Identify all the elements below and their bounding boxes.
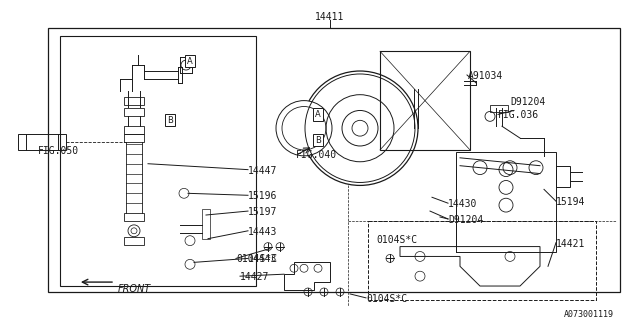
Text: D91204: D91204 bbox=[510, 97, 545, 107]
Text: B: B bbox=[315, 136, 321, 145]
Bar bbox=[18, 134, 66, 150]
Text: 15197: 15197 bbox=[248, 207, 277, 217]
Text: FRONT: FRONT bbox=[118, 284, 151, 294]
Bar bbox=[124, 213, 144, 221]
Bar bbox=[124, 237, 144, 244]
Bar bbox=[124, 134, 144, 142]
Text: 14447: 14447 bbox=[248, 166, 277, 176]
Circle shape bbox=[276, 100, 332, 156]
Text: 14421: 14421 bbox=[556, 239, 586, 249]
Text: 0104S*C: 0104S*C bbox=[366, 294, 407, 304]
Bar bbox=[490, 105, 508, 112]
Bar bbox=[124, 97, 144, 105]
Text: FIG.036: FIG.036 bbox=[498, 110, 539, 120]
Bar bbox=[456, 152, 556, 252]
Circle shape bbox=[302, 71, 418, 185]
Text: A: A bbox=[187, 57, 193, 66]
Text: D91204: D91204 bbox=[448, 215, 483, 225]
Text: 0104S*C: 0104S*C bbox=[236, 254, 277, 264]
Bar bbox=[380, 51, 470, 150]
Text: 14427: 14427 bbox=[240, 272, 269, 282]
Text: A: A bbox=[315, 110, 321, 119]
Text: 0104S*C: 0104S*C bbox=[376, 235, 417, 245]
Bar bbox=[60, 36, 256, 286]
Text: 15194: 15194 bbox=[556, 197, 586, 207]
Text: B: B bbox=[167, 116, 173, 125]
Text: 14430: 14430 bbox=[448, 199, 477, 209]
Bar bbox=[124, 108, 144, 116]
Text: FIG.040: FIG.040 bbox=[296, 150, 337, 160]
Text: FIG.050: FIG.050 bbox=[37, 146, 79, 156]
Bar bbox=[368, 221, 596, 300]
Text: 14411: 14411 bbox=[316, 12, 345, 22]
Text: 14443: 14443 bbox=[248, 227, 277, 237]
Text: A073001119: A073001119 bbox=[564, 310, 614, 319]
Bar bbox=[556, 166, 570, 188]
Text: 15196: 15196 bbox=[248, 191, 277, 201]
Bar bbox=[48, 28, 620, 292]
Bar bbox=[202, 209, 210, 239]
Text: A91034: A91034 bbox=[468, 71, 503, 81]
Bar bbox=[124, 126, 144, 134]
Text: 14443: 14443 bbox=[248, 254, 277, 264]
